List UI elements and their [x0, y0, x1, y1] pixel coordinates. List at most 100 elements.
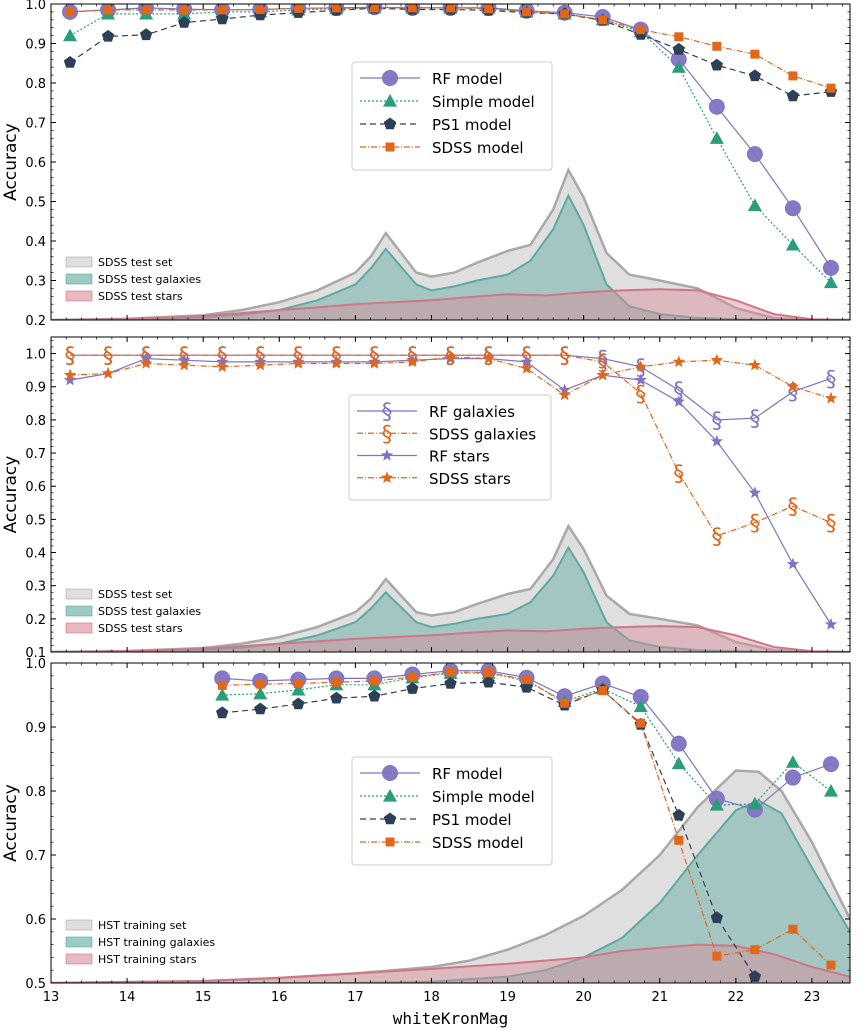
data-point — [291, 682, 306, 696]
data-point — [331, 4, 341, 13]
series-line — [69, 7, 832, 283]
data-point — [63, 368, 77, 381]
data-point: § — [103, 344, 114, 369]
legend-marker — [380, 471, 394, 483]
data-point — [786, 89, 800, 102]
data-point: § — [711, 525, 722, 550]
legend-label: Simple model — [432, 788, 535, 806]
y-tick-label: 0.6 — [25, 156, 46, 171]
legend-label: RF stars — [429, 448, 490, 466]
data-point — [217, 5, 227, 15]
area-legend-swatch — [65, 256, 93, 268]
y-tick-label: 0.7 — [25, 117, 46, 132]
data-point: § — [749, 512, 760, 537]
data-point — [674, 32, 684, 42]
y-tick-label: 0.2 — [25, 613, 46, 628]
legend-label: RF galaxies — [429, 403, 515, 421]
legend: RF model Simple model PS1 model SDSS model — [351, 756, 553, 866]
legend-marker — [383, 94, 397, 107]
panel-middle: §§§§§§§§§§§§§§§§§§§§§§§§§§§§§§§§§§§§§§§§… — [1, 336, 851, 661]
data-point — [634, 373, 647, 386]
data-point — [482, 675, 495, 688]
y-tick-label: 0.9 — [25, 721, 46, 736]
area-legend: SDSS test set SDSS test galaxies SDSS test… — [65, 256, 201, 303]
legend-marker: § — [382, 400, 393, 425]
data-point — [141, 5, 151, 15]
data-point — [101, 29, 115, 42]
area-legend-label: HST training set — [98, 919, 187, 932]
data-point — [785, 755, 800, 768]
data-point — [484, 4, 494, 14]
axes-frame — [50, 336, 851, 653]
data-point: § — [635, 382, 646, 407]
data-point — [216, 706, 229, 719]
data-point — [215, 688, 230, 701]
data-point — [598, 15, 608, 25]
data-point — [823, 784, 838, 797]
data-point — [292, 697, 305, 710]
data-point — [63, 373, 77, 386]
data-point — [670, 735, 687, 752]
data-point — [253, 686, 268, 700]
area-legend-label: SDSS test galaxies — [98, 273, 201, 286]
y-axis-label: Accuracy — [1, 123, 21, 201]
data-point — [254, 358, 267, 371]
data-point: § — [711, 409, 722, 434]
data-point — [178, 358, 191, 371]
legend-label: RF model — [432, 70, 503, 88]
data-point — [636, 718, 646, 728]
data-point — [674, 835, 684, 845]
data-point — [750, 945, 760, 955]
x-tick-label: 15 — [195, 990, 212, 1005]
data-point — [747, 198, 762, 212]
data-point — [824, 618, 838, 630]
area-legend-label: SDSS test stars — [98, 622, 183, 635]
area-fill-set — [51, 526, 850, 652]
legend-marker — [380, 449, 394, 461]
data-point — [558, 388, 571, 401]
legend-label: SDSS galaxies — [429, 425, 536, 443]
y-tick-label: 0.8 — [25, 414, 46, 429]
legend-label: SDSS model — [432, 834, 524, 852]
legend-label: Simple model — [432, 93, 535, 111]
data-point: § — [825, 512, 836, 537]
data-point — [747, 796, 762, 810]
data-point — [748, 358, 762, 371]
data-point — [826, 960, 836, 970]
area-legend-swatch — [65, 290, 93, 302]
area-legend-label: SDSS test galaxies — [98, 605, 201, 618]
y-tick-label: 0.4 — [25, 547, 46, 562]
data-point — [710, 434, 723, 447]
area-legend: SDSS test set SDSS test galaxies SDSS test… — [65, 588, 201, 635]
area-legend-swatch — [65, 953, 93, 965]
data-point — [784, 200, 801, 217]
y-tick-label: 0.7 — [25, 447, 46, 462]
area-line-stars — [51, 943, 850, 983]
data-point — [255, 679, 265, 689]
series-group: §§§§§§§§§§§§§§§§§§§§§§§§§§§§§§§§§§§§§§§§… — [63, 344, 838, 630]
y-tick-label: 0.5 — [25, 196, 46, 211]
data-point: § — [559, 344, 570, 369]
data-point — [748, 69, 762, 82]
area-line-galaxies — [51, 545, 850, 652]
data-point — [823, 275, 838, 289]
data-point — [101, 367, 115, 379]
x-tick-label: 16 — [271, 990, 288, 1005]
x-tick-label: 21 — [651, 990, 668, 1005]
legend-marker: § — [382, 422, 393, 447]
data-point: § — [749, 407, 760, 432]
y-tick-label: 1.0 — [25, 657, 46, 672]
area-line-stars — [51, 288, 850, 320]
data-point — [636, 25, 646, 35]
data-point — [786, 380, 800, 392]
data-point — [786, 557, 800, 570]
series-group — [214, 663, 839, 982]
area-fill-galaxies — [51, 195, 850, 320]
data-point — [406, 682, 419, 694]
data-point — [407, 672, 417, 682]
series-line — [69, 7, 832, 89]
area-fill-galaxies — [51, 800, 850, 983]
data-point — [368, 357, 381, 369]
data-point: § — [65, 344, 76, 369]
